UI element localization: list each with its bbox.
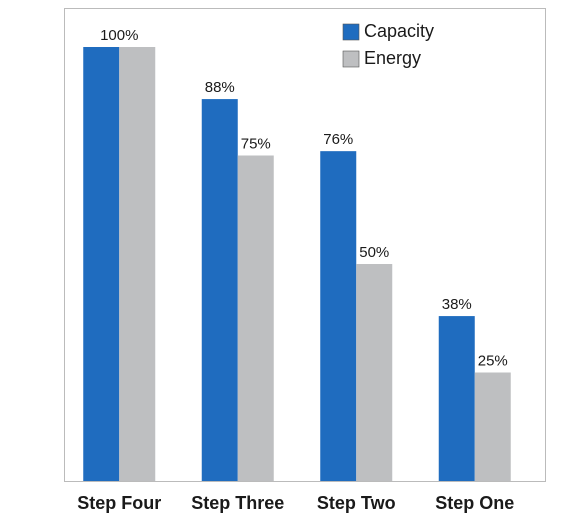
x-tick-label: Step Four [77,493,161,513]
bar [356,264,393,481]
x-tick-label: Step Three [191,493,284,513]
bar [320,151,357,481]
value-label: 50% [359,244,389,261]
value-label: 38% [442,296,472,313]
bar [201,99,238,481]
legend-swatch [342,23,360,41]
bar [237,155,274,481]
legend-label: Capacity [364,21,434,41]
value-label: 25% [478,352,508,369]
bar [438,316,475,481]
value-label: 75% [241,135,271,152]
legend-swatch [342,50,360,68]
bar [119,47,156,481]
legend-label: Energy [364,48,421,68]
value-label: 88% [205,79,235,96]
plot-frame [64,8,546,482]
bar [474,372,511,481]
x-tick-label: Step One [435,493,514,513]
value-label: 100% [100,27,138,44]
value-label: 76% [323,131,353,148]
bar [83,47,120,481]
x-tick-label: Step Two [317,493,396,513]
